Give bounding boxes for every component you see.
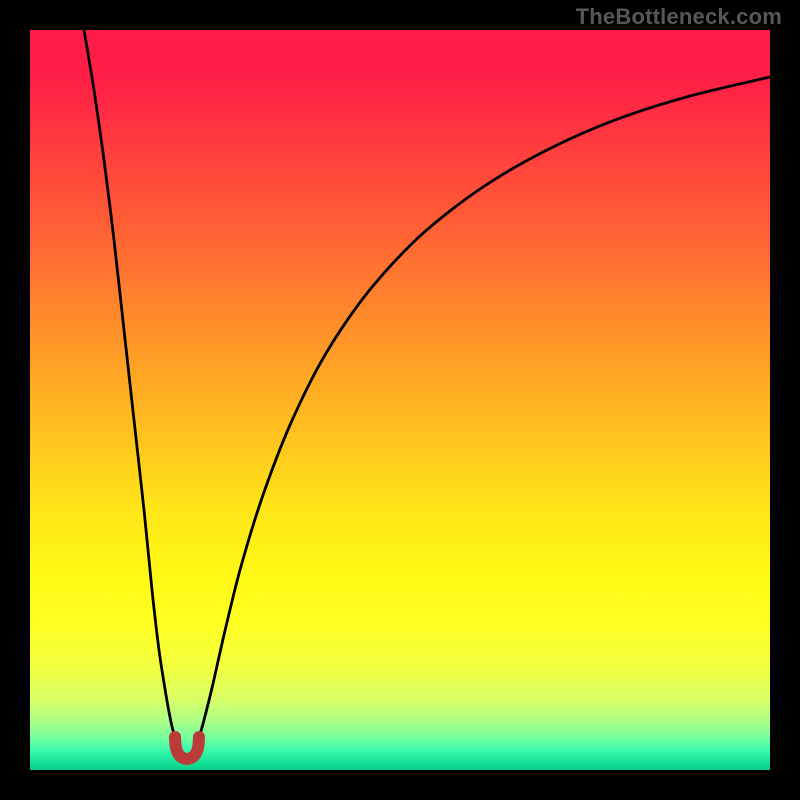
watermark-text: TheBottleneck.com bbox=[576, 4, 782, 30]
chart-svg bbox=[0, 0, 800, 800]
plot-area bbox=[30, 30, 770, 770]
chart-container: TheBottleneck.com bbox=[0, 0, 800, 800]
